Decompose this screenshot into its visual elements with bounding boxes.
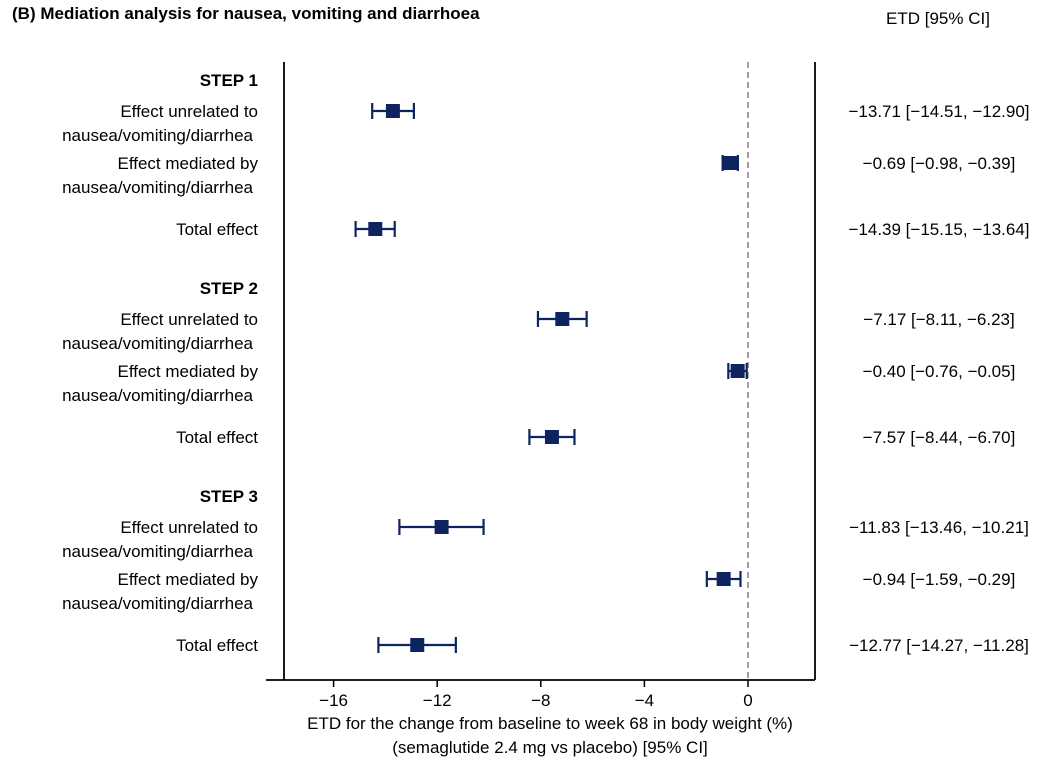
row-label: Effect mediated by (118, 362, 259, 381)
point-estimate (385, 104, 400, 118)
row-label: Effect unrelated to (120, 102, 258, 121)
point-estimate (410, 638, 425, 652)
x-axis-title-line1: ETD for the change from baseline to week… (307, 714, 793, 733)
row-label: nausea/vomiting/diarrhea (62, 542, 253, 561)
group-heading: STEP 2 (200, 279, 258, 298)
ci-value-text: −7.17 [−8.11, −6.23] (863, 310, 1014, 329)
ci-value-text: −0.40 [−0.76, −0.05] (863, 362, 1016, 381)
x-tick-label: −4 (635, 691, 654, 710)
row-label: nausea/vomiting/diarrhea (62, 386, 253, 405)
row-label: nausea/vomiting/diarrhea (62, 594, 253, 613)
point-estimate (730, 364, 745, 378)
point-estimate (716, 572, 731, 586)
x-tick-label: −12 (423, 691, 452, 710)
x-tick-label: −16 (319, 691, 348, 710)
point-estimate (723, 156, 738, 170)
ci-value-text: −11.83 [−13.46, −10.21] (849, 518, 1029, 537)
row-label: Effect unrelated to (120, 518, 258, 537)
ci-value-text: −7.57 [−8.44, −6.70] (863, 428, 1016, 447)
point-estimate (368, 222, 383, 236)
ci-value-text: −0.69 [−0.98, −0.39] (863, 154, 1016, 173)
ci-column-header: ETD [95% CI] (886, 9, 990, 28)
row-label: Effect unrelated to (120, 310, 258, 329)
row-label: nausea/vomiting/diarrhea (62, 334, 253, 353)
point-estimate (434, 520, 449, 534)
row-label: nausea/vomiting/diarrhea (62, 178, 253, 197)
group-heading: STEP 1 (200, 71, 258, 90)
chart-title: (B) Mediation analysis for nausea, vomit… (12, 4, 480, 23)
row-label: Total effect (176, 220, 258, 239)
group-heading: STEP 3 (200, 487, 258, 506)
row-label: Effect mediated by (118, 154, 259, 173)
x-tick-label: −8 (531, 691, 550, 710)
row-label: Total effect (176, 428, 258, 447)
row-label: Total effect (176, 636, 258, 655)
point-estimate (555, 312, 570, 326)
row-label: Effect mediated by (118, 570, 259, 589)
ci-value-text: −0.94 [−1.59, −0.29] (863, 570, 1016, 589)
ci-value-text: −14.39 [−15.15, −13.64] (848, 220, 1029, 239)
point-estimate (544, 430, 559, 444)
row-label: nausea/vomiting/diarrhea (62, 126, 253, 145)
x-axis-title-line2: (semaglutide 2.4 mg vs placebo) [95% CI] (392, 738, 708, 757)
ci-value-text: −12.77 [−14.27, −11.28] (849, 636, 1029, 655)
ci-value-text: −13.71 [−14.51, −12.90] (848, 102, 1029, 121)
x-tick-label: 0 (743, 691, 752, 710)
